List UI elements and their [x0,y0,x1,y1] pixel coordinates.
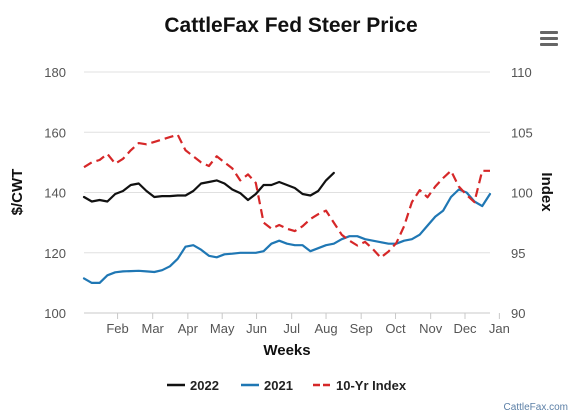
y-axis-title: $/CWT [9,169,26,216]
legend-label: 10-Yr Index [336,378,407,393]
y-tick-label: 140 [44,186,66,201]
y-tick-label: 180 [44,65,66,80]
legend-label: 2022 [190,378,219,393]
axes: 100 120 140 160 180 90 95 100 105 110 Feb Mar Apr May… [44,65,532,336]
series-lines [82,133,492,284]
y2-tick-label: 105 [511,125,533,140]
y2-tick-label: 95 [511,246,525,261]
series-line-2021 [82,188,492,284]
y2-axis-title: Index [538,172,555,212]
legend-item[interactable]: 2022 [167,378,219,393]
x-tick-label: Jan [489,321,510,336]
x-tick-label: Feb [106,321,128,336]
x-tick-label: Dec [453,321,477,336]
watermark: CattleFax.com [503,402,568,413]
series-line-2022 [82,171,335,203]
x-tick-label: Sep [350,321,373,336]
x-tick-label: Aug [314,321,337,336]
gridlines [84,71,490,314]
y-tick-label: 160 [44,125,66,140]
y2-tick-label: 100 [511,186,533,201]
y2-tick-label: 110 [511,65,532,80]
x-tick-label: Apr [178,321,199,336]
y2-tick-label: 90 [511,306,525,321]
x-tick-label: Nov [419,321,443,336]
x-tick-label: Mar [142,321,165,336]
series-line-10-yr-index [83,133,490,259]
chart-title: CattleFax Fed Steer Price [164,14,418,37]
x-tick-label: Jul [283,321,300,336]
legend-label: 2021 [264,378,293,393]
legend: 2022 2021 10-Yr Index [167,378,407,393]
legend-item[interactable]: 2021 [241,378,293,393]
x-tick-label: Jun [246,321,267,336]
x-tick-label: Oct [385,321,406,336]
legend-item[interactable]: 10-Yr Index [313,378,407,393]
x-tick-label: May [210,321,235,336]
menu-icon[interactable] [540,31,558,47]
x-axis-title: Weeks [263,342,310,359]
y-tick-label: 120 [44,246,66,261]
y-tick-label: 100 [44,306,66,321]
